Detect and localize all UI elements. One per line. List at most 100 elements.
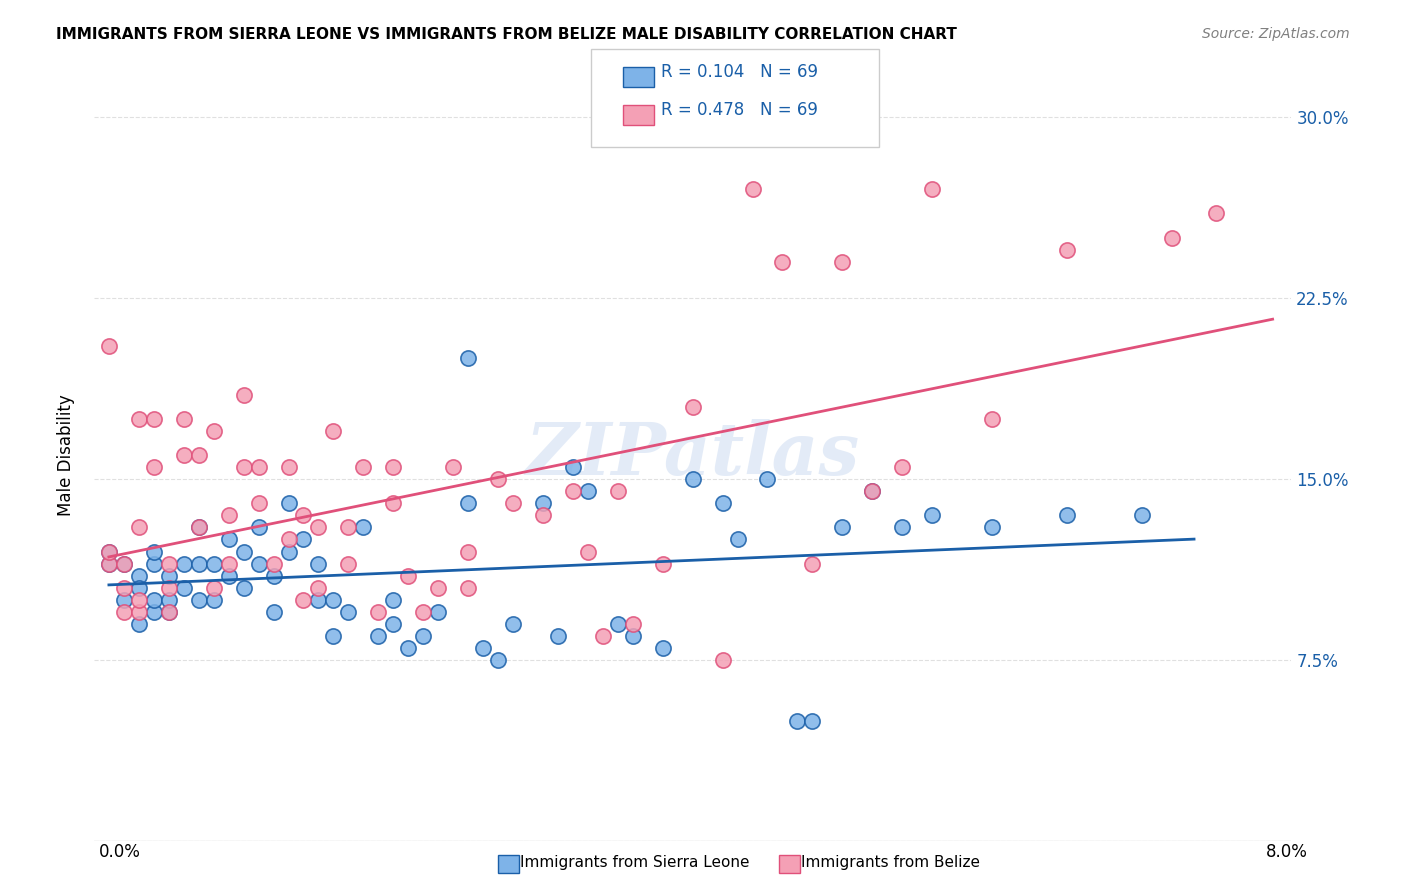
Point — [1160, 230, 1182, 244]
Point — [396, 641, 419, 656]
Point — [142, 544, 165, 558]
Point — [112, 605, 135, 619]
Text: 0.0%: 0.0% — [98, 843, 141, 861]
Point — [157, 568, 180, 582]
Point — [1056, 243, 1078, 257]
Point — [382, 460, 405, 475]
Point — [97, 544, 120, 558]
Point — [502, 617, 524, 632]
Point — [531, 496, 554, 510]
Point — [277, 533, 299, 547]
Point — [592, 629, 614, 643]
Point — [128, 617, 150, 632]
Point — [97, 544, 120, 558]
Point — [337, 520, 360, 534]
Point — [173, 557, 195, 571]
Point — [247, 520, 270, 534]
Point — [307, 557, 329, 571]
Point — [412, 629, 434, 643]
Point — [621, 629, 644, 643]
Point — [112, 557, 135, 571]
Point — [756, 472, 779, 486]
Point — [891, 460, 914, 475]
Point — [202, 581, 225, 595]
Point — [292, 508, 315, 523]
Point — [128, 411, 150, 425]
Point — [128, 581, 150, 595]
Point — [292, 533, 315, 547]
Point — [277, 544, 299, 558]
Point — [128, 568, 150, 582]
Point — [157, 592, 180, 607]
Point — [202, 424, 225, 438]
Point — [263, 605, 285, 619]
Point — [128, 520, 150, 534]
Text: ZIPatlas: ZIPatlas — [526, 419, 859, 491]
Point — [187, 520, 209, 534]
Point — [921, 508, 943, 523]
Point — [218, 557, 240, 571]
Point — [112, 581, 135, 595]
Point — [187, 448, 209, 462]
Point — [1130, 508, 1153, 523]
Point — [801, 714, 824, 728]
Point — [727, 533, 749, 547]
Point — [142, 460, 165, 475]
Text: Source: ZipAtlas.com: Source: ZipAtlas.com — [1202, 27, 1350, 41]
Point — [457, 544, 479, 558]
Point — [218, 533, 240, 547]
Point — [218, 508, 240, 523]
Point — [307, 520, 329, 534]
Text: R = 0.104   N = 69: R = 0.104 N = 69 — [661, 62, 818, 80]
Point — [576, 484, 599, 499]
Point — [651, 557, 673, 571]
Point — [263, 568, 285, 582]
Point — [202, 557, 225, 571]
Point — [891, 520, 914, 534]
Point — [981, 520, 1004, 534]
Point — [112, 557, 135, 571]
Point — [382, 617, 405, 632]
Point — [396, 568, 419, 582]
Point — [860, 484, 883, 499]
Point — [561, 484, 583, 499]
Point — [277, 460, 299, 475]
Point — [457, 351, 479, 366]
Point — [651, 641, 673, 656]
Point — [457, 496, 479, 510]
Point — [232, 544, 254, 558]
Point — [247, 460, 270, 475]
Point — [307, 581, 329, 595]
Point — [682, 472, 704, 486]
Point — [187, 592, 209, 607]
Point — [860, 484, 883, 499]
Point — [486, 472, 509, 486]
Point — [322, 629, 344, 643]
Point — [157, 581, 180, 595]
Point — [606, 617, 628, 632]
Point — [352, 460, 374, 475]
Point — [770, 254, 793, 268]
Point — [921, 182, 943, 196]
Text: R = 0.478   N = 69: R = 0.478 N = 69 — [661, 101, 818, 119]
Point — [173, 448, 195, 462]
Point — [202, 592, 225, 607]
Point — [157, 605, 180, 619]
Point — [322, 424, 344, 438]
Point — [382, 496, 405, 510]
Text: Immigrants from Belize: Immigrants from Belize — [801, 855, 980, 870]
Point — [531, 508, 554, 523]
Point — [367, 605, 389, 619]
Text: 8.0%: 8.0% — [1265, 843, 1308, 861]
Point — [367, 629, 389, 643]
Point — [322, 592, 344, 607]
Point — [218, 568, 240, 582]
Text: IMMIGRANTS FROM SIERRA LEONE VS IMMIGRANTS FROM BELIZE MALE DISABILITY CORRELATI: IMMIGRANTS FROM SIERRA LEONE VS IMMIGRAN… — [56, 27, 957, 42]
Text: Immigrants from Sierra Leone: Immigrants from Sierra Leone — [520, 855, 749, 870]
Point — [112, 592, 135, 607]
Point — [142, 557, 165, 571]
Point — [292, 592, 315, 607]
Point — [187, 557, 209, 571]
Point — [337, 605, 360, 619]
Point — [128, 592, 150, 607]
